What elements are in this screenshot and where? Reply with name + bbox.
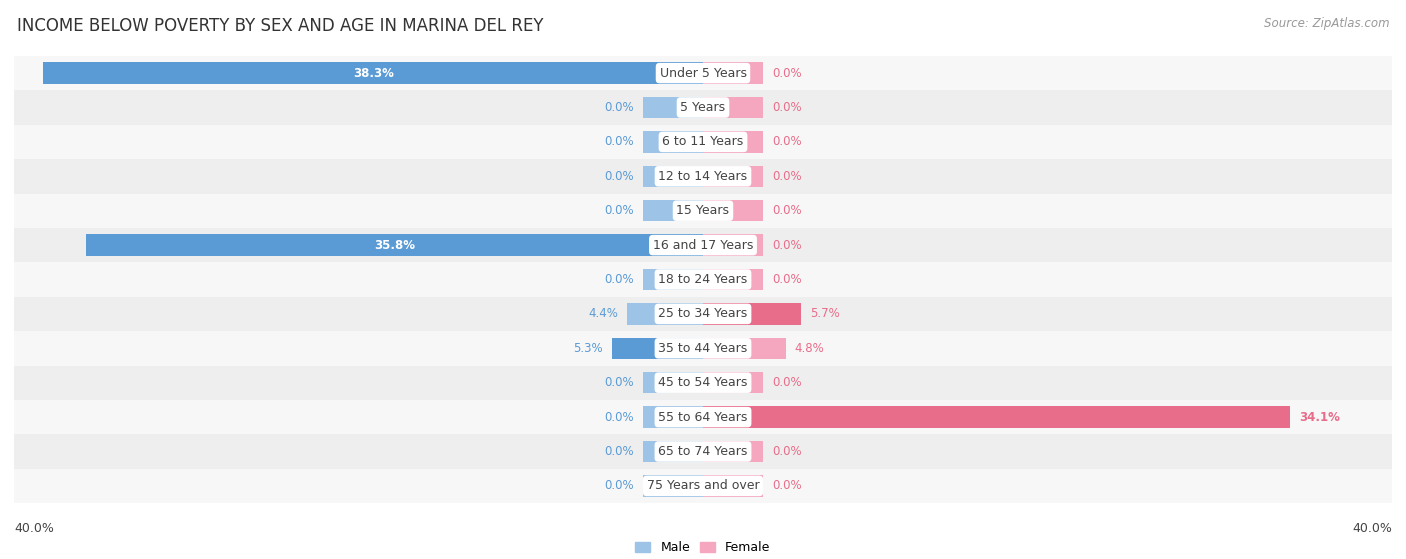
Text: 35 to 44 Years: 35 to 44 Years	[658, 342, 748, 355]
Bar	[14, 297, 1392, 331]
Bar	[643, 200, 703, 221]
Bar	[703, 234, 763, 256]
Text: 25 to 34 Years: 25 to 34 Years	[658, 307, 748, 320]
Text: 0.0%: 0.0%	[772, 101, 801, 114]
Text: 75 Years and over: 75 Years and over	[647, 480, 759, 492]
Text: 0.0%: 0.0%	[772, 480, 801, 492]
Text: 4.4%: 4.4%	[589, 307, 619, 320]
Bar	[14, 159, 1392, 193]
Bar	[643, 97, 703, 118]
Bar	[627, 303, 703, 325]
Bar	[703, 269, 763, 290]
Text: 0.0%: 0.0%	[605, 480, 634, 492]
Text: 35.8%: 35.8%	[374, 239, 415, 252]
Bar	[703, 406, 1291, 428]
Text: 0.0%: 0.0%	[772, 135, 801, 148]
Bar	[14, 434, 1392, 468]
Bar	[703, 338, 786, 359]
Text: 0.0%: 0.0%	[772, 67, 801, 79]
Text: 55 to 64 Years: 55 to 64 Years	[658, 411, 748, 424]
Text: 0.0%: 0.0%	[605, 135, 634, 148]
Text: Under 5 Years: Under 5 Years	[659, 67, 747, 79]
Text: 16 and 17 Years: 16 and 17 Years	[652, 239, 754, 252]
Bar	[703, 303, 801, 325]
Bar	[643, 441, 703, 462]
Bar	[14, 91, 1392, 125]
Bar	[86, 234, 703, 256]
Text: 4.8%: 4.8%	[794, 342, 824, 355]
Text: 38.3%: 38.3%	[353, 67, 394, 79]
Text: 0.0%: 0.0%	[772, 445, 801, 458]
Bar	[14, 228, 1392, 262]
Bar	[703, 200, 763, 221]
Text: 40.0%: 40.0%	[14, 522, 53, 535]
Text: 0.0%: 0.0%	[605, 101, 634, 114]
Text: 12 to 14 Years: 12 to 14 Years	[658, 170, 748, 183]
Text: 15 Years: 15 Years	[676, 204, 730, 217]
Bar	[703, 441, 763, 462]
Text: 18 to 24 Years: 18 to 24 Years	[658, 273, 748, 286]
Legend: Male, Female: Male, Female	[630, 537, 776, 559]
Text: 5.7%: 5.7%	[810, 307, 839, 320]
Text: 65 to 74 Years: 65 to 74 Years	[658, 445, 748, 458]
Bar	[643, 131, 703, 153]
Text: 0.0%: 0.0%	[772, 273, 801, 286]
Text: 5.3%: 5.3%	[574, 342, 603, 355]
Text: 0.0%: 0.0%	[772, 239, 801, 252]
Text: 5 Years: 5 Years	[681, 101, 725, 114]
Bar	[643, 372, 703, 394]
Bar	[643, 165, 703, 187]
Text: 0.0%: 0.0%	[605, 411, 634, 424]
Bar	[44, 63, 703, 84]
Text: 0.0%: 0.0%	[605, 273, 634, 286]
Bar	[643, 475, 703, 496]
Text: 40.0%: 40.0%	[1353, 522, 1392, 535]
Bar	[703, 372, 763, 394]
Text: 0.0%: 0.0%	[772, 376, 801, 389]
Bar	[14, 400, 1392, 434]
Bar	[14, 468, 1392, 503]
Text: 0.0%: 0.0%	[605, 445, 634, 458]
Text: 34.1%: 34.1%	[1299, 411, 1340, 424]
Bar	[14, 366, 1392, 400]
Bar	[14, 262, 1392, 297]
Text: Source: ZipAtlas.com: Source: ZipAtlas.com	[1264, 17, 1389, 30]
Bar	[703, 63, 763, 84]
Text: 0.0%: 0.0%	[605, 204, 634, 217]
Bar	[14, 331, 1392, 366]
Bar	[703, 475, 763, 496]
Bar	[703, 165, 763, 187]
Bar	[612, 338, 703, 359]
Text: 6 to 11 Years: 6 to 11 Years	[662, 135, 744, 148]
Text: 0.0%: 0.0%	[772, 170, 801, 183]
Bar	[643, 406, 703, 428]
Bar	[703, 131, 763, 153]
Bar	[703, 97, 763, 118]
Text: 0.0%: 0.0%	[772, 204, 801, 217]
Text: INCOME BELOW POVERTY BY SEX AND AGE IN MARINA DEL REY: INCOME BELOW POVERTY BY SEX AND AGE IN M…	[17, 17, 543, 35]
Bar	[14, 56, 1392, 91]
Text: 0.0%: 0.0%	[605, 170, 634, 183]
Bar	[14, 193, 1392, 228]
Bar	[14, 125, 1392, 159]
Text: 0.0%: 0.0%	[605, 376, 634, 389]
Text: 45 to 54 Years: 45 to 54 Years	[658, 376, 748, 389]
Bar	[643, 269, 703, 290]
